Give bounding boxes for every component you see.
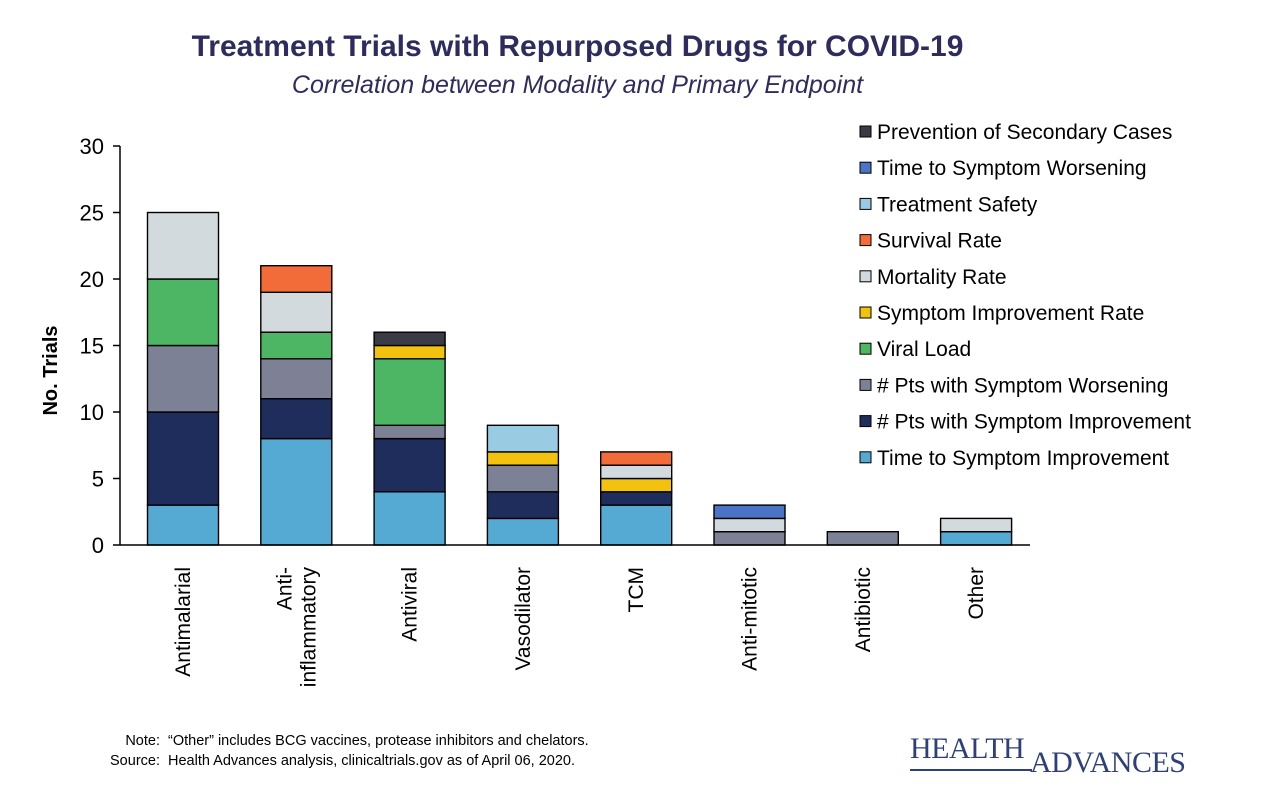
legend-label: # Pts with Symptom Worsening <box>877 374 1168 397</box>
bar-segment <box>600 491 673 506</box>
legend-swatch <box>859 451 872 464</box>
bar-segment <box>486 424 560 453</box>
bar-segment <box>260 291 333 333</box>
bar-segment <box>486 451 560 466</box>
y-tick-label: 25 <box>80 201 104 226</box>
x-tick-label: Vasodilator <box>512 567 535 671</box>
legend-label: Symptom Improvement Rate <box>877 302 1144 325</box>
logo-word-advances: ADVANCES <box>1030 746 1186 779</box>
legend-label: Mortality Rate <box>877 266 1007 289</box>
logo-rule <box>910 769 1032 771</box>
y-tick-label: 10 <box>80 400 104 425</box>
x-tick-label: Other <box>965 567 988 620</box>
source-line: Source: Health Advances analysis, clinica… <box>92 751 589 771</box>
x-tick-label-line: Antimalarial <box>172 567 195 677</box>
bar-segment <box>713 504 786 520</box>
bar-segment <box>260 358 333 400</box>
chart-title: Treatment Trials with Repurposed Drugs f… <box>191 30 964 63</box>
x-tick-label-line: Anti-mitotic <box>739 567 762 671</box>
bar-segment <box>146 278 220 347</box>
legend-swatch <box>859 415 872 428</box>
legend-swatch <box>859 342 872 355</box>
legend-label: Time to Symptom Improvement <box>877 447 1169 470</box>
legend-swatch <box>859 197 872 210</box>
legend-swatch <box>859 270 872 283</box>
x-tick-label: Anti-mitotic <box>739 567 762 671</box>
x-tick-label: Antimalarial <box>172 567 195 677</box>
bar-segment <box>600 451 673 466</box>
bar-segment <box>486 464 560 493</box>
x-tick-label-line: Antiviral <box>399 567 422 642</box>
x-tick-label-line: TCM <box>625 567 648 613</box>
bar-segment <box>939 531 1013 546</box>
x-tick-label: Anti-inflammatory <box>273 567 320 688</box>
bar-segment <box>713 517 786 533</box>
chart-subtitle: Correlation between Modality and Primary… <box>291 71 864 99</box>
bar-segment <box>260 398 333 440</box>
bar-segment <box>600 477 673 493</box>
x-tick-label: Antiviral <box>399 567 422 642</box>
bar-segment <box>713 531 786 546</box>
bar-segment <box>260 331 333 360</box>
bar-segment <box>146 504 220 546</box>
x-tick-label-line: Antibiotic <box>852 567 875 652</box>
bar-segment <box>146 411 220 506</box>
legend-swatch <box>859 378 872 391</box>
x-tick-label-line: Anti- <box>273 567 296 610</box>
source-text: Health Advances analysis, clinicaltrials… <box>168 753 576 769</box>
y-tick-label: 0 <box>92 533 104 558</box>
legend-swatch <box>859 125 872 138</box>
bar-segment <box>486 491 560 520</box>
legend-label: Survival Rate <box>877 230 1002 253</box>
bar-segment <box>373 491 446 546</box>
footnote: Note: “Other” includes BCG vaccines, prot… <box>92 731 589 771</box>
y-tick-label: 30 <box>80 134 104 159</box>
legend-swatch <box>859 234 872 247</box>
y-tick-label: 15 <box>80 334 104 359</box>
bar-segment <box>260 437 333 546</box>
x-tick-label: TCM <box>625 567 648 613</box>
x-tick-label-line: inflammatory <box>297 567 320 688</box>
y-tick-label: 20 <box>80 267 104 292</box>
legend-label: Time to Symptom Worsening <box>877 157 1147 180</box>
bar-segment <box>373 424 446 440</box>
x-tick-label-line: Vasodilator <box>512 567 535 671</box>
bar-segment <box>146 211 220 280</box>
bar-segment <box>146 344 220 413</box>
legend-swatch <box>859 161 872 174</box>
bar-segment <box>373 437 446 493</box>
bar-segment <box>373 331 446 347</box>
stacked-bar-chart: Antimalarial Anti-inflammatory Antiviral Va… <box>40 121 1191 688</box>
bar-segment <box>939 517 1013 533</box>
legend-label: Treatment Safety <box>877 193 1038 216</box>
legend-label: Prevention of Secondary Cases <box>877 121 1172 144</box>
logo-word-health: HEALTH <box>910 732 1025 765</box>
source-label: Source: <box>110 753 160 769</box>
x-tick-label-line: Other <box>965 567 988 620</box>
x-tick-label: Antibiotic <box>852 567 875 652</box>
bar-segment <box>600 464 673 480</box>
bar-segment <box>373 358 446 426</box>
note-text: “Other” includes BCG vaccines, protease … <box>168 733 589 749</box>
legend-label: Viral Load <box>877 338 971 361</box>
y-tick-label: 5 <box>92 467 104 492</box>
legend-label: # Pts with Symptom Improvement <box>877 411 1191 434</box>
legend-swatch <box>859 306 872 319</box>
bar-segment <box>260 265 333 294</box>
y-axis-label: No. Trials <box>40 325 62 415</box>
bar-segment <box>486 517 560 546</box>
note-line: Note: “Other” includes BCG vaccines, prot… <box>92 731 589 751</box>
bar-segment <box>826 531 899 546</box>
bar-segment <box>373 344 446 360</box>
note-label: Note: <box>125 733 160 749</box>
bar-segment <box>600 504 673 546</box>
